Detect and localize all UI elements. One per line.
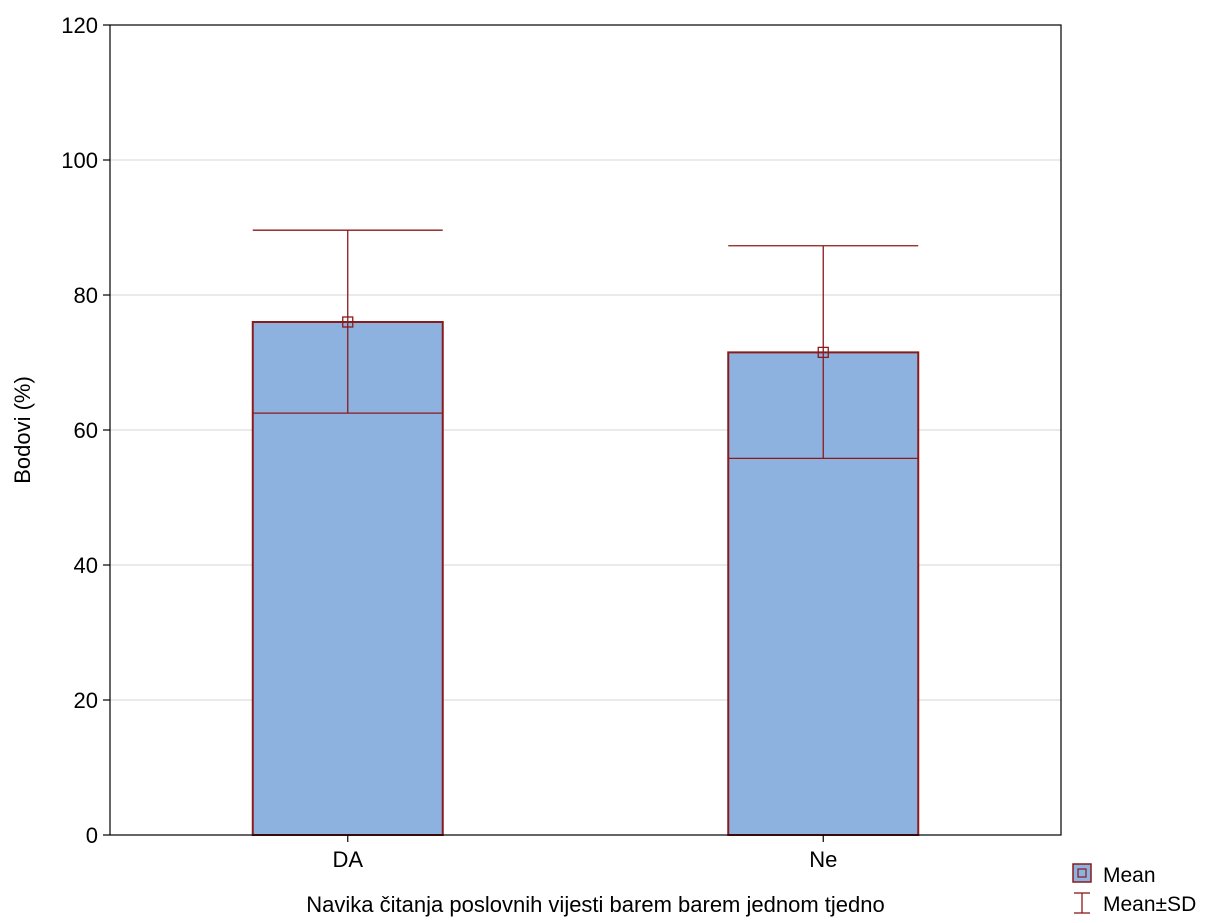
y-axis-ticks: 0 20 40 60 80 100 120 <box>61 13 110 848</box>
bars <box>251 229 920 836</box>
legend-item-sd: Mean±SD <box>1074 892 1196 916</box>
legend-mean-swatch <box>1072 863 1092 883</box>
legend-item-mean: Mean <box>1072 863 1156 887</box>
y-tick-label: 60 <box>74 418 98 443</box>
y-axis-label: Bodovi (%) <box>10 376 35 484</box>
x-tick-label: Ne <box>809 847 837 872</box>
y-tick-label: 120 <box>61 13 98 38</box>
y-tick-label: 20 <box>74 688 98 713</box>
x-axis-ticks: DA Ne <box>332 835 837 872</box>
y-tick-label: 40 <box>74 553 98 578</box>
legend-mean-marker <box>1077 868 1087 878</box>
mean-marker-DA <box>342 316 354 328</box>
y-tick-label: 80 <box>74 283 98 308</box>
y-tick-label: 0 <box>86 823 98 848</box>
mean-marker-Ne <box>817 346 829 359</box>
legend: Mean Mean±SD <box>1072 863 1196 916</box>
x-axis-label: Navika čitanja poslovnih vijesti barem b… <box>306 892 884 917</box>
legend-mean-label: Mean <box>1103 864 1156 887</box>
legend-sd-label: Mean±SD <box>1103 893 1196 916</box>
x-tick-label: DA <box>332 847 363 872</box>
y-tick-label: 100 <box>61 148 98 173</box>
